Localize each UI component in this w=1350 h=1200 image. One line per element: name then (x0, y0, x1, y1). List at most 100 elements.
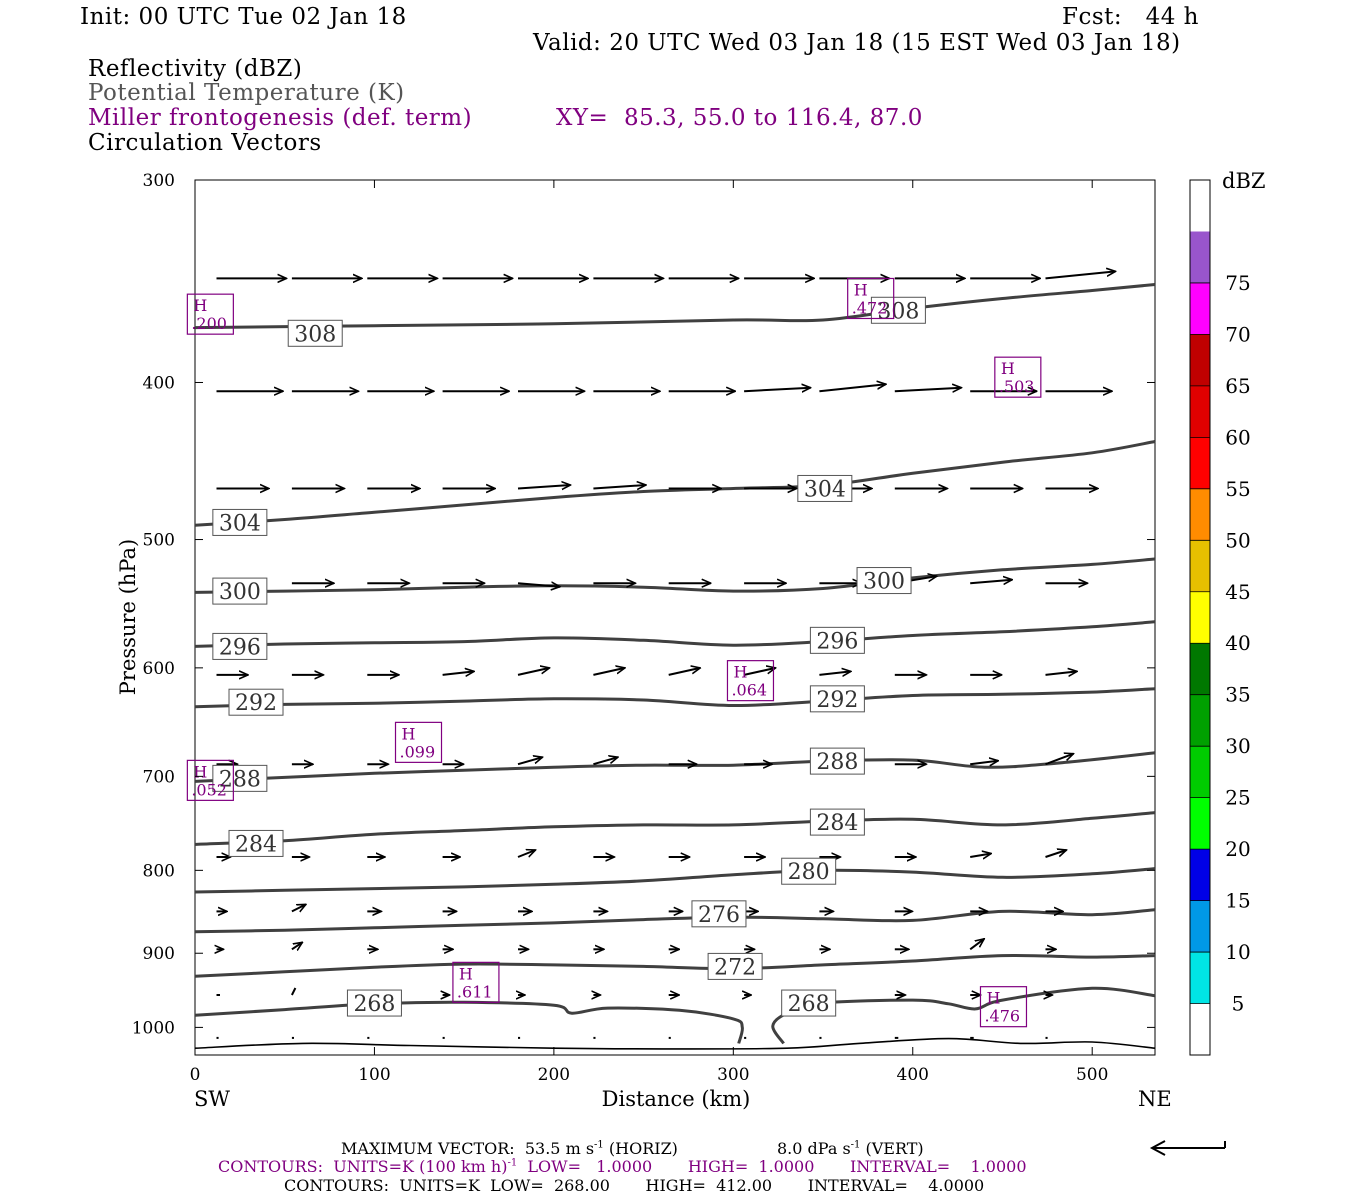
colorbar-segment (1190, 900, 1210, 953)
theta-contour-264 (194, 1037, 1156, 1050)
svg-text:.064: .064 (731, 681, 767, 700)
circulation-vector (1045, 671, 1078, 675)
ne-end-label: NE (1138, 1087, 1172, 1111)
colorbar-segment (1190, 643, 1210, 695)
circulation-vector (1045, 754, 1074, 766)
circulation-vector (970, 761, 998, 765)
svg-text:276: 276 (698, 903, 740, 928)
y-tick-label: 500 (143, 531, 175, 551)
theta-label-284: 284 (228, 829, 284, 857)
circulation-vector (291, 987, 297, 996)
colorbar-label: 65 (1225, 374, 1250, 398)
x-tick-label: 500 (1076, 1065, 1108, 1085)
colorbar-label: 15 (1225, 889, 1250, 913)
colorbar-label: 70 (1225, 322, 1250, 346)
colorbar-segment (1190, 1003, 1210, 1055)
theta-label-296: 296 (212, 632, 268, 660)
init-time: Init: 00 UTC Tue 02 Jan 18 (80, 4, 407, 30)
svg-text:288: 288 (816, 750, 858, 775)
circulation-vector (291, 942, 303, 949)
svg-text:296: 296 (219, 635, 261, 660)
theta-label-272: 272 (707, 952, 763, 980)
y-tick-label: 1000 (132, 1018, 175, 1038)
circulation-vector (970, 580, 1012, 584)
colorbar-label: 45 (1225, 580, 1250, 604)
circulation-vector (1045, 850, 1067, 858)
footer-contours-theta: CONTOURS: UNITS=K LOW= 268.00 HIGH= 412.… (284, 1176, 985, 1195)
svg-text:280: 280 (788, 860, 830, 885)
theta-label-284: 284 (809, 808, 865, 836)
svg-text:H: H (1001, 359, 1015, 378)
theta-label-308: 308 (287, 319, 343, 347)
colorbar-label: 40 (1225, 631, 1250, 655)
theta-label-292: 292 (809, 685, 865, 713)
colorbar-label: 20 (1225, 837, 1250, 861)
svg-text:292: 292 (235, 691, 277, 716)
theta-contour-272 (194, 953, 1156, 978)
circulation-vector (593, 668, 625, 676)
valid-time: Valid: 20 UTC Wed 03 Jan 18 (15 EST Wed … (533, 30, 1181, 56)
field-reflectivity: Reflectivity (dBZ) (88, 56, 303, 82)
circulation-vector (517, 668, 550, 676)
theta-label-280: 280 (781, 857, 837, 885)
frontogenesis-max: H.503 (994, 356, 1042, 398)
y-axis-title: Pressure (hPa) (116, 539, 140, 695)
reflectivity-colorbar: 5 10 15 20 25 30 35 40 45 50 55 60 65 70 75 (1189, 179, 1251, 1056)
colorbar-segment (1190, 540, 1210, 592)
colorbar-label: 55 (1225, 477, 1250, 501)
x-tick-label: 200 (538, 1065, 570, 1085)
svg-text:296: 296 (816, 629, 858, 654)
theta-label-304: 304 (797, 474, 853, 502)
frontogenesis-max: H.611 (452, 961, 500, 1003)
frontogenesis-max: H.472 (847, 277, 895, 320)
theta-contour-labels: 308 308 304 304 300 300 296 296 292 292 288 288 284 2… (212, 296, 926, 1017)
colorbar-segment (1190, 952, 1210, 1004)
frontogenesis-max: H.064 (726, 660, 775, 702)
circulation-vector (593, 757, 618, 766)
circulation-vector (819, 671, 851, 675)
cross-section-endpoints: XY= 85.3, 55.0 to 116.4, 87.0 (556, 105, 923, 131)
theta-contour-288 (194, 751, 1156, 783)
svg-text:.476: .476 (984, 1007, 1020, 1026)
x-axis-title: Distance (km) (602, 1087, 751, 1111)
svg-text:304: 304 (804, 477, 846, 502)
theta-contours (194, 283, 1156, 1050)
field-potential-temperature: Potential Temperature (K) (88, 80, 405, 106)
y-tick-label: 300 (143, 171, 175, 191)
plot-frame (194, 179, 1156, 1056)
theta-label-268: 268 (781, 989, 837, 1017)
theta-label-300: 300 (856, 567, 912, 595)
circulation-vector (743, 668, 776, 676)
field-frontogenesis: Miller frontogenesis (def. term) (88, 105, 473, 131)
svg-text:272: 272 (714, 955, 756, 980)
y-tick-label: 600 (143, 659, 175, 679)
x-tick-label: 100 (358, 1065, 390, 1085)
x-tick-label: 0 (190, 1065, 201, 1085)
reference-vector-arrow (1149, 1140, 1226, 1156)
y-tick-label: 400 (143, 373, 175, 393)
frontogenesis-max: H.200 (186, 293, 234, 335)
svg-text:308: 308 (294, 322, 336, 347)
forecast-hour: Fcst: 44 h (1062, 4, 1199, 30)
circulation-vector (1045, 271, 1116, 280)
colorbar-label: 50 (1225, 528, 1250, 552)
colorbar-segment (1190, 746, 1210, 798)
theta-label-296: 296 (809, 626, 865, 654)
theta-contour-292 (194, 687, 1156, 709)
circulation-vector (969, 939, 984, 951)
svg-text:300: 300 (863, 570, 905, 595)
svg-text:.611: .611 (457, 982, 493, 1001)
theta-contour-268 (194, 1000, 744, 1044)
svg-text:308: 308 (877, 299, 919, 324)
x-tick-label: 300 (717, 1065, 749, 1085)
svg-text:.503: .503 (999, 377, 1035, 396)
y-tick-label: 900 (143, 944, 175, 964)
colorbar-segment (1190, 849, 1210, 901)
footer-max-vector-vert: 8.0 dPa s-1 (VERT) (777, 1139, 924, 1158)
circulation-vector (517, 485, 571, 489)
circulation-vector (291, 903, 306, 911)
svg-text:H: H (459, 964, 473, 983)
svg-text:284: 284 (235, 832, 277, 857)
svg-text:300: 300 (219, 580, 261, 605)
axes: 0 100 200 300 400 500 300 400 500 600 700 800 900 100… (132, 171, 1155, 1085)
